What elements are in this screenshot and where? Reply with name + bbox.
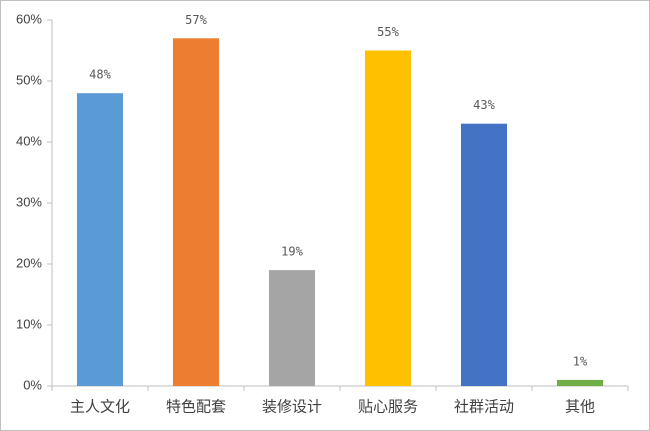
y-tick-label: 50% bbox=[16, 72, 42, 87]
value-label: 19% bbox=[281, 245, 303, 259]
value-label: 57% bbox=[185, 13, 207, 27]
bar bbox=[364, 50, 412, 386]
value-label: 55% bbox=[377, 25, 399, 39]
bar bbox=[556, 379, 604, 386]
y-tick-label: 40% bbox=[16, 133, 42, 148]
x-tick-label: 其他 bbox=[565, 398, 595, 416]
bar bbox=[268, 270, 316, 386]
y-tick-label: 30% bbox=[16, 194, 42, 209]
value-label: 43% bbox=[473, 98, 495, 112]
x-tick-label: 贴心服务 bbox=[358, 398, 418, 416]
y-tick-label: 20% bbox=[16, 255, 42, 270]
x-tick-label: 装修设计 bbox=[262, 398, 322, 416]
x-tick-label: 特色配套 bbox=[166, 398, 226, 416]
bar bbox=[172, 38, 220, 387]
x-tick-label: 社群活动 bbox=[454, 398, 514, 416]
y-tick-label: 60% bbox=[16, 11, 42, 26]
y-tick-label: 10% bbox=[16, 316, 42, 331]
bar bbox=[76, 93, 124, 386]
value-label: 48% bbox=[89, 68, 111, 82]
bar bbox=[460, 123, 508, 386]
x-tick-label: 主人文化 bbox=[70, 398, 130, 416]
value-label: 1% bbox=[573, 354, 588, 368]
y-tick-label: 0% bbox=[23, 377, 42, 392]
